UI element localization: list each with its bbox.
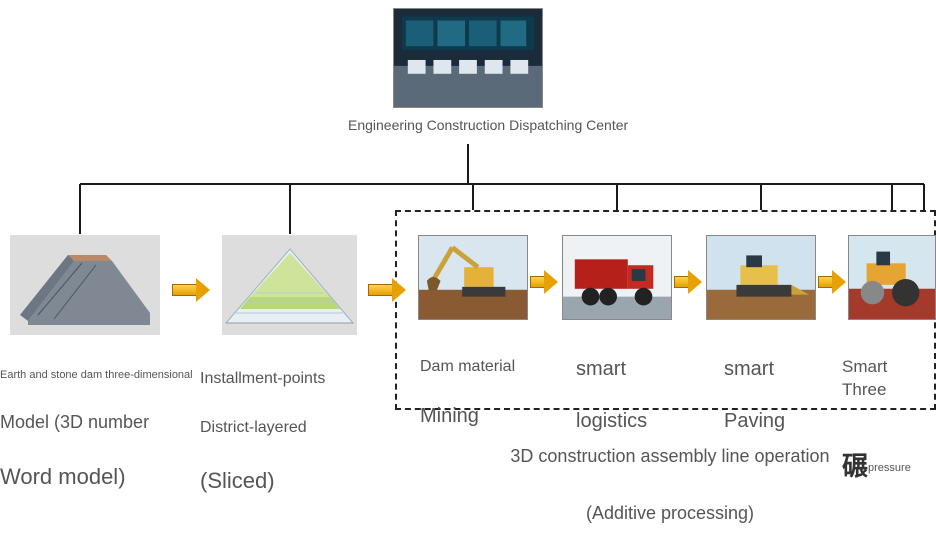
arrow-4 (674, 270, 702, 294)
control-room-image (393, 8, 543, 108)
roller-image (848, 235, 936, 320)
sliced-label: Installment-points District-layered (Sli… (200, 346, 325, 517)
assembly-caption: 3D construction assembly line operation … (500, 420, 840, 549)
roller-label-pressure: pressure (868, 462, 911, 474)
logistics-label-l1: smart (576, 356, 647, 383)
roller-label: Smart Three 碾pressure (842, 334, 936, 505)
assembly-caption-l1: 3D construction assembly line operation (500, 444, 840, 468)
dam-3d-model-label-l2: Model (3D number (0, 410, 193, 434)
roller-label-l1: Smart Three (842, 356, 936, 402)
arrow-5 (818, 270, 846, 294)
dam-3d-model-image (10, 235, 160, 335)
sliced-image (222, 235, 357, 335)
dam-3d-model-label: Earth and stone dam three-dimensional Mo… (0, 346, 193, 513)
sliced-label-l2: District-layered (200, 417, 325, 439)
sliced-label-l1: Installment-points (200, 368, 325, 390)
paving-image (706, 235, 816, 320)
mining-image (418, 235, 528, 320)
assembly-caption-l2: (Additive processing) (500, 501, 840, 525)
arrow-2 (368, 278, 406, 302)
arrow-3 (530, 270, 558, 294)
arrow-1 (172, 278, 210, 302)
paving-label-l1: smart (724, 356, 785, 383)
roller-label-han: 碾 (842, 451, 868, 481)
mining-label-l1: Dam material (420, 356, 515, 378)
dam-3d-model-label-l1: Earth and stone dam three-dimensional (0, 368, 193, 383)
logistics-image (562, 235, 672, 320)
dam-3d-model-label-l3: Word model) (0, 462, 193, 492)
control-room-label: Engineering Construction Dispatching Cen… (348, 116, 628, 135)
sliced-label-l3: (Sliced) (200, 466, 325, 496)
